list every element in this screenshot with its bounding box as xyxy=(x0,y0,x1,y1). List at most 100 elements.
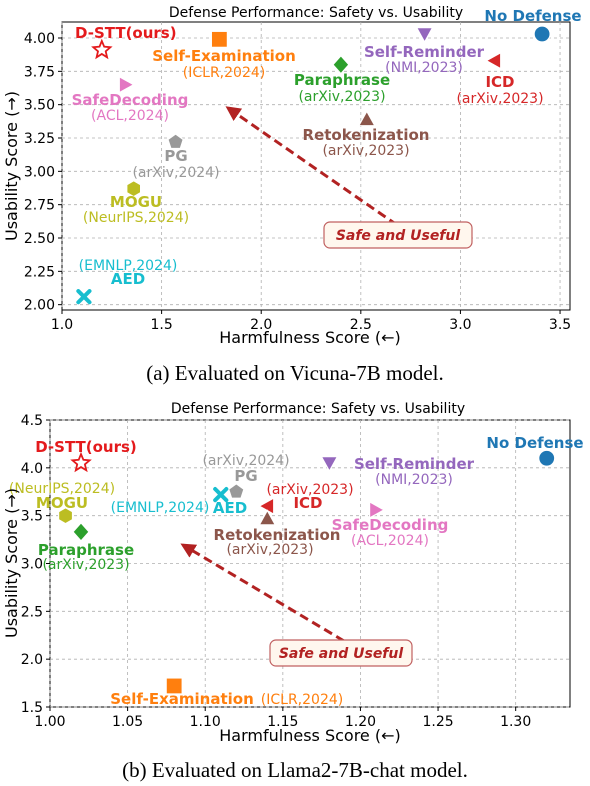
label-self-reminder: Self-Reminder xyxy=(354,455,475,473)
label-retokenization: Retokenization xyxy=(214,526,341,544)
x-axis-label: Harmfulness Score (←) xyxy=(219,726,400,745)
plot-area xyxy=(61,21,571,311)
y-tick-label: 2.50 xyxy=(24,231,55,247)
direction-arrow: Safe and Useful xyxy=(225,106,473,249)
venue-safedecoding: (ACL,2024) xyxy=(91,108,169,124)
venue-pg: (arXiv,2024) xyxy=(132,165,219,181)
point-d-stt-ours xyxy=(70,451,92,473)
label-icd: ICD xyxy=(485,73,514,91)
arrow-label-box xyxy=(323,221,473,249)
chart-title: Defense Performance: Safety vs. Usabilit… xyxy=(169,5,463,21)
point-labels: D-STT(ours) Self-Examination (ICLR,2024)… xyxy=(72,7,582,288)
venue-icd: (arXiv,2023) xyxy=(456,91,543,107)
label-self-examination: Self-Examination xyxy=(152,47,296,65)
point-paraphrase xyxy=(332,54,350,75)
label-safedecoding: SafeDecoding xyxy=(72,91,189,109)
venue-aed: (EMNLP,2024) xyxy=(111,500,210,516)
y-axis-label: Usability Score (→) xyxy=(2,91,21,241)
y-ticks: 2.00 2.25 2.50 2.75 3.00 3.25 3.50 3.75 4.00 xyxy=(24,31,62,314)
label-mogu: MOGU xyxy=(110,193,162,211)
label-pg: PG xyxy=(164,147,187,165)
venue-self-examination: (ICLR,2024) xyxy=(183,65,265,81)
venue-retokenization: (arXiv,2023) xyxy=(322,143,409,159)
label-aed: AED xyxy=(213,499,247,517)
x-tick-label: 2.5 xyxy=(350,317,372,333)
x-tick-label: 2.0 xyxy=(250,317,272,333)
point-pg xyxy=(167,133,184,150)
x-ticks: 1.00 1.05 1.10 1.15 1.20 1.25 1.30 xyxy=(34,707,531,730)
y-tick-label: 3.75 xyxy=(24,64,55,80)
y-tick-label: 2.5 xyxy=(21,604,43,620)
point-icd xyxy=(485,51,502,70)
label-safedecoding: SafeDecoding xyxy=(332,516,449,534)
x-tick-label: 1.0 xyxy=(51,317,73,333)
y-tick-label: 1.5 xyxy=(21,700,43,716)
label-retokenization: Retokenization xyxy=(303,126,430,144)
x-tick-label: 1.15 xyxy=(267,714,298,730)
point-pg xyxy=(227,483,245,499)
chart-llama2: 1.00 1.05 1.10 1.15 1.20 1.25 1.30 1.5 2.0 2.5 3.… xyxy=(2,401,584,745)
x-tick-label: 1.5 xyxy=(150,317,172,333)
point-mogu xyxy=(126,180,142,198)
label-no-defense: No Defense xyxy=(486,434,583,452)
point-no-defense xyxy=(538,449,556,467)
arrow-label: Safe and Useful xyxy=(279,646,404,662)
x-axis-label: Harmfulness Score (←) xyxy=(219,328,400,347)
x-tick-label: 3.5 xyxy=(549,317,571,333)
point-aed xyxy=(213,487,229,503)
venue-safedecoding: (ACL,2024) xyxy=(351,533,429,549)
y-tick-label: 3.50 xyxy=(24,98,55,114)
x-tick-label: 1.20 xyxy=(345,714,376,730)
y-ticks: 1.5 2.0 2.5 3.0 3.5 4.0 4.5 xyxy=(21,413,50,716)
y-tick-label: 2.0 xyxy=(21,652,43,668)
y-tick-label: 2.25 xyxy=(24,264,55,280)
data-points xyxy=(76,25,551,305)
venue-aed: (EMNLP,2024) xyxy=(79,258,178,274)
label-self-reminder: Self-Reminder xyxy=(364,43,485,61)
venue-mogu: (NeurIPS,2024) xyxy=(83,210,189,226)
label-dstt: D-STT(ours) xyxy=(75,24,177,42)
label-paraphrase: Paraphrase xyxy=(294,71,390,89)
y-tick-label: 4.0 xyxy=(21,461,43,477)
arrow-label-box xyxy=(269,639,413,667)
point-safedecoding xyxy=(118,75,135,94)
venue-mogu: (NeurIPS,2024) xyxy=(9,481,115,497)
venue-paraphrase: (arXiv,2023) xyxy=(298,89,385,105)
point-self-examination xyxy=(165,677,183,695)
grid-lines xyxy=(61,22,570,310)
caption-a: (a) Evaluated on Vicuna-7B model. xyxy=(146,361,444,385)
venue-self-reminder: (NMI,2023) xyxy=(385,60,463,76)
y-tick-label: 4.00 xyxy=(24,31,55,47)
point-safedecoding xyxy=(369,500,386,519)
chart-vicuna: 1.0 1.5 2.0 2.5 3.0 3.5 2.00 2.25 2.50 2.75 3.00 3… xyxy=(2,5,582,347)
x-tick-label: 1.00 xyxy=(34,714,65,730)
direction-arrow: Safe and Useful xyxy=(180,543,413,667)
venue-self-reminder: (NMI,2023) xyxy=(375,472,453,488)
venue-icd: (arXiv,2023) xyxy=(266,482,353,498)
point-self-reminder xyxy=(415,27,434,44)
x-tick-label: 1.05 xyxy=(112,714,143,730)
venue-paraphrase: (arXiv,2023) xyxy=(42,557,129,573)
point-mogu xyxy=(57,507,74,525)
point-retokenization xyxy=(357,110,376,127)
arrow-line xyxy=(180,543,345,643)
point-labels: D-STT(ours) (NeurIPS,2024) MOGU Paraphra… xyxy=(9,434,584,708)
x-tick-label: 1.30 xyxy=(500,714,531,730)
x-tick-label: 1.25 xyxy=(422,714,453,730)
label-no-defense: No Defense xyxy=(484,7,581,25)
arrow-line xyxy=(225,106,398,227)
x-ticks: 1.0 1.5 2.0 2.5 3.0 3.5 xyxy=(51,310,571,333)
point-self-reminder xyxy=(320,456,339,473)
arrow-label: Safe and Useful xyxy=(336,228,461,244)
chart-title: Defense Performance: Safety vs. Usabilit… xyxy=(171,401,465,417)
caption-b: (b) Evaluated on Llama2-7B-chat model. xyxy=(122,758,468,782)
y-tick-label: 3.25 xyxy=(24,131,55,147)
data-points xyxy=(57,449,556,695)
x-tick-label: 3.0 xyxy=(449,317,471,333)
label-paraphrase: Paraphrase xyxy=(38,541,134,559)
label-pg: PG xyxy=(234,467,257,485)
point-self-examination xyxy=(210,30,228,48)
y-tick-label: 2.00 xyxy=(24,298,55,314)
y-tick-label: 4.5 xyxy=(21,413,43,429)
